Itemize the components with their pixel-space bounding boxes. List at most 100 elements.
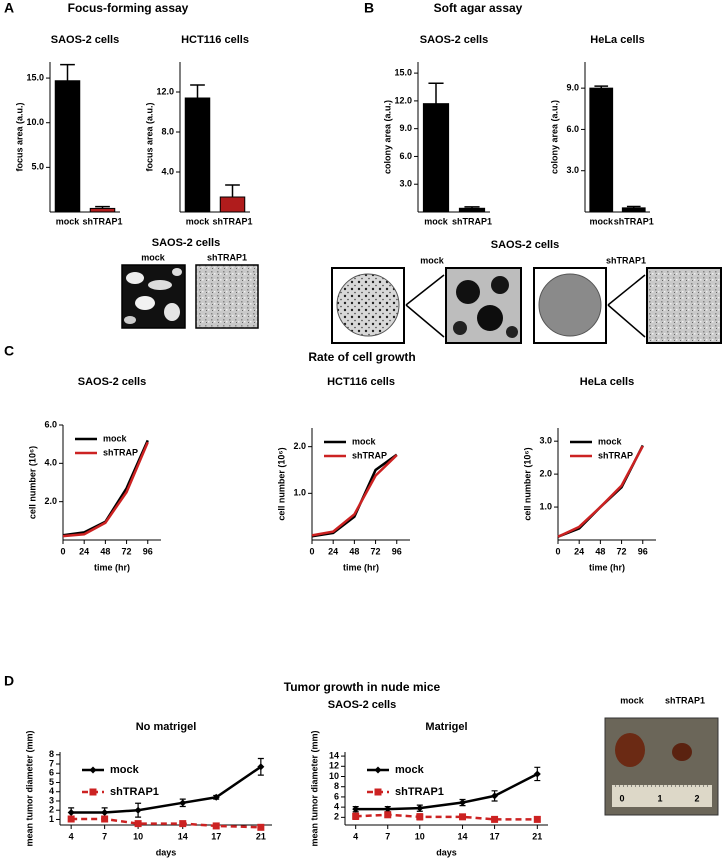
y-tick-label: 12.0 xyxy=(394,95,412,105)
x-axis-label: days xyxy=(156,847,177,857)
y-tick-label: 2.0 xyxy=(44,496,57,506)
marker xyxy=(459,799,467,807)
panel-letter: D xyxy=(4,673,14,689)
y-tick-label: 6.0 xyxy=(44,419,57,429)
y-tick-label: 1 xyxy=(49,814,54,824)
x-axis-label: time (hr) xyxy=(343,562,379,572)
x-tick-label: 72 xyxy=(122,546,132,556)
marker xyxy=(257,763,265,771)
marker xyxy=(67,809,75,817)
image-caption: SAOS-2 cells xyxy=(491,239,559,251)
legend-label: shTRAP xyxy=(103,447,138,457)
x-tick-label: 17 xyxy=(490,831,500,841)
error-bar xyxy=(60,63,75,81)
marker xyxy=(101,809,109,817)
bar xyxy=(589,87,614,213)
marker xyxy=(134,820,142,828)
marker xyxy=(179,799,187,807)
panel-title: Tumor growth in nude mice xyxy=(284,680,441,694)
marker xyxy=(212,793,220,801)
y-axis-label: colony area (a.u.) xyxy=(382,100,392,174)
legend-label: mock xyxy=(352,436,377,446)
x-tick-label: 17 xyxy=(211,831,221,841)
y-tick-label: 1.0 xyxy=(539,501,552,511)
x-tick-label: 0 xyxy=(60,546,65,556)
y-tick-label: 4.0 xyxy=(161,166,174,176)
x-tick-label: mock xyxy=(56,216,81,226)
y-tick-label: 4 xyxy=(49,786,54,796)
marker xyxy=(352,805,360,813)
y-tick-label: 15.0 xyxy=(394,67,412,77)
bar xyxy=(184,97,211,213)
y-tick-label: 8 xyxy=(334,781,339,791)
bar xyxy=(89,207,116,213)
y-tick-label: 3.0 xyxy=(539,436,552,446)
panel-letter: B xyxy=(364,0,374,16)
y-axis-label: cell number (10⁶) xyxy=(522,447,532,520)
x-tick-label: shTRAP1 xyxy=(212,216,252,226)
y-tick-label: 8.0 xyxy=(161,126,174,136)
chart-title: Matrigel xyxy=(425,721,467,733)
marker xyxy=(179,820,187,828)
error-bar xyxy=(464,206,480,209)
marker xyxy=(491,815,499,823)
plate-photo xyxy=(331,267,405,344)
series-line xyxy=(311,454,398,537)
legend-label: mock xyxy=(395,764,425,776)
marker xyxy=(212,822,220,830)
marker xyxy=(416,804,424,812)
legend-label: mock xyxy=(110,764,140,776)
x-tick-label: mock xyxy=(186,216,211,226)
ruler-label: 2 xyxy=(694,793,699,803)
x-tick-label: 0 xyxy=(555,546,560,556)
x-tick-label: 14 xyxy=(178,831,188,841)
legend-label: mock xyxy=(103,433,128,443)
chart-title: SAOS-2 cells xyxy=(420,34,488,46)
y-tick-label: 12.0 xyxy=(156,86,174,96)
plate-photo xyxy=(533,267,607,344)
x-tick-label: 10 xyxy=(415,831,425,841)
x-axis-label: time (hr) xyxy=(94,562,130,572)
y-tick-label: 4.0 xyxy=(44,458,57,468)
y-tick-label: 5 xyxy=(49,777,54,787)
chart-title: No matrigel xyxy=(136,721,197,733)
y-tick-label: 10.0 xyxy=(26,117,44,127)
chart-title: HCT116 cells xyxy=(181,34,249,46)
panel-title: Focus-forming assay xyxy=(68,1,189,15)
panel-subtitle: SAOS-2 cells xyxy=(328,699,396,711)
x-axis-label: time (hr) xyxy=(589,562,625,572)
x-tick-label: 4 xyxy=(353,831,358,841)
x-tick-label: 14 xyxy=(458,831,468,841)
panel-title: Rate of cell growth xyxy=(308,350,415,364)
y-tick-label: 3.0 xyxy=(566,165,579,175)
panel-letter: A xyxy=(4,0,14,16)
series-line xyxy=(355,813,538,821)
micrograph xyxy=(121,264,186,329)
x-tick-label: 7 xyxy=(102,831,107,841)
y-axis-label: mean tumor diameter (mm) xyxy=(309,730,319,846)
x-tick-label: 96 xyxy=(638,546,648,556)
y-tick-label: 5.0 xyxy=(31,162,44,172)
ruler-label: 1 xyxy=(657,793,662,803)
y-tick-label: 14 xyxy=(329,750,339,760)
image-label: mock xyxy=(141,252,166,262)
x-tick-label: 24 xyxy=(328,546,338,556)
marker xyxy=(533,815,541,823)
y-tick-label: 6.0 xyxy=(566,124,579,134)
x-tick-label: 96 xyxy=(392,546,402,556)
y-tick-label: 10 xyxy=(329,771,339,781)
bar xyxy=(458,207,486,213)
y-tick-label: 2 xyxy=(334,812,339,822)
x-tick-label: 48 xyxy=(349,546,359,556)
y-axis-label: focus area (a.u.) xyxy=(144,102,154,171)
y-tick-label: 12 xyxy=(329,761,339,771)
image-label: shTRAP1 xyxy=(665,695,705,705)
x-tick-label: 48 xyxy=(100,546,110,556)
y-tick-label: 2.0 xyxy=(539,468,552,478)
error-bar xyxy=(626,205,641,208)
legend-label: shTRAP1 xyxy=(110,786,159,798)
x-tick-label: 21 xyxy=(256,831,266,841)
marker xyxy=(101,815,109,823)
x-tick-label: 24 xyxy=(79,546,89,556)
x-tick-label: shTRAP1 xyxy=(82,216,122,226)
